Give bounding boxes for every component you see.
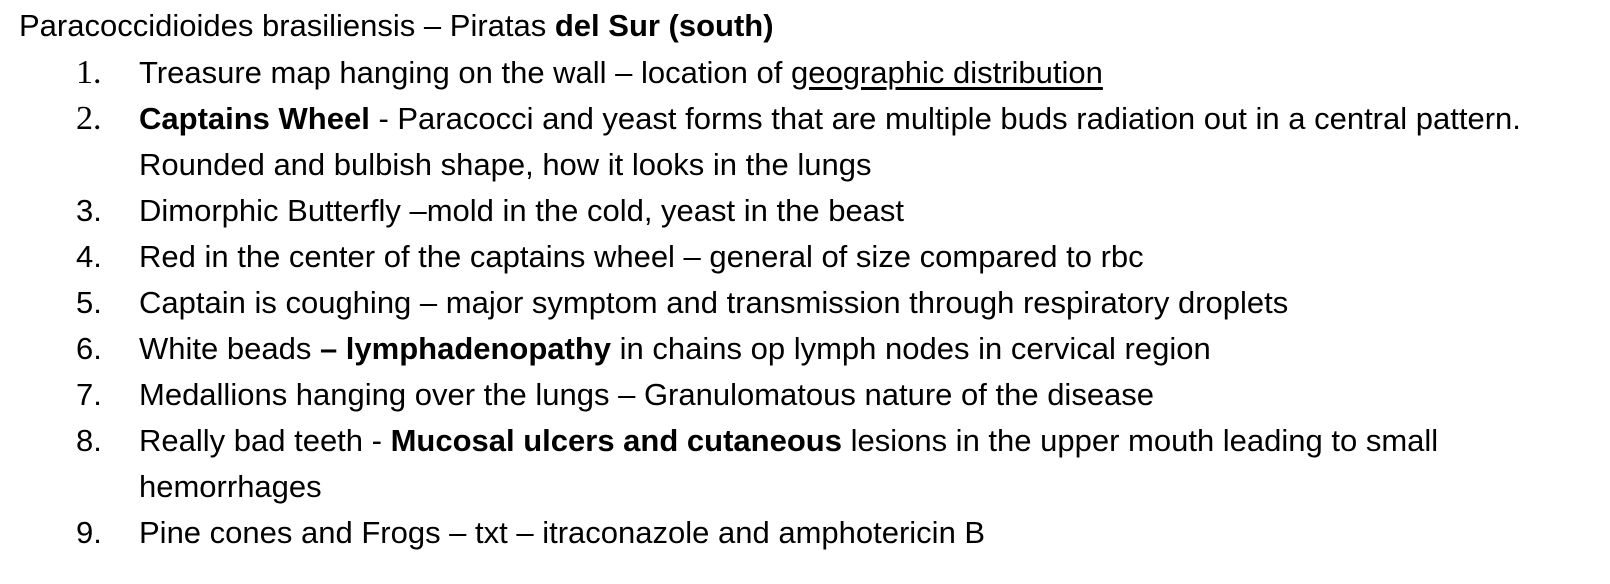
item-text-segment: Really bad teeth - <box>139 423 391 458</box>
list-item-text: Captains Wheel - Paracocci and yeast for… <box>139 96 1579 188</box>
list-item: 4. Red in the center of the captains whe… <box>0 234 1610 280</box>
list-item-number: 2. <box>76 100 102 137</box>
page-title: Paracoccidioides brasiliensis – Piratas … <box>19 4 774 48</box>
list-item-text: Medallions hanging over the lungs – Gran… <box>139 372 1579 418</box>
item-text-segment: Pine cones and Frogs – txt – itraconazol… <box>139 515 986 550</box>
list-item-text: Red in the center of the captains wheel … <box>139 234 1579 280</box>
list-item-number: 6. <box>76 331 102 366</box>
item-text-segment: in chains op lymph nodes in cervical reg… <box>611 331 1211 366</box>
item-text-segment: Treasure map hanging on the wall – locat… <box>139 55 791 90</box>
list-item: 9. Pine cones and Frogs – txt – itracona… <box>0 510 1610 556</box>
list-item: 3. Dimorphic Butterfly –mold in the cold… <box>0 188 1610 234</box>
list-item: 8. Really bad teeth - Mucosal ulcers and… <box>0 418 1610 510</box>
list-item-text: Really bad teeth - Mucosal ulcers and cu… <box>139 418 1579 510</box>
item-text-segment: Dimorphic Butterfly –mold in the cold, y… <box>139 193 905 228</box>
item-text-segment: White beads <box>139 331 320 366</box>
list-item-number: 4. <box>76 239 102 274</box>
list-item-text: Pine cones and Frogs – txt – itraconazol… <box>139 510 1579 556</box>
list-item-number: 7. <box>76 377 102 412</box>
list-item-number: 5. <box>76 285 102 320</box>
item-text-segment: Red in the center of the captains wheel … <box>139 239 1144 274</box>
title-text: Paracoccidioides brasiliensis – Piratas <box>19 8 555 43</box>
list-item: 6. White beads – lymphadenopathy in chai… <box>0 326 1610 372</box>
item-text-bold: Mucosal ulcers and cutaneous <box>390 423 842 458</box>
list-item: 7. Medallions hanging over the lungs – G… <box>0 372 1610 418</box>
item-text-segment: - Paracocci and yeast forms that are mul… <box>139 101 1521 182</box>
list-item-number: 9. <box>76 515 102 550</box>
list-item-text: Captain is coughing – major symptom and … <box>139 280 1579 326</box>
list-item: 5. Captain is coughing – major symptom a… <box>0 280 1610 326</box>
item-text-segment: lesions in the upper mouth leading to sm… <box>139 423 1439 504</box>
item-text-bold: Captains Wheel <box>139 101 370 136</box>
list-item-text: Dimorphic Butterfly –mold in the cold, y… <box>139 188 1579 234</box>
list-item-text: White beads – lymphadenopathy in chains … <box>139 326 1579 372</box>
title-bold-text: del Sur (south) <box>554 8 774 43</box>
item-text-underlined: geographic distribution <box>790 55 1103 90</box>
item-text-segment: Medallions hanging over the lungs – Gran… <box>139 377 1155 412</box>
item-text-segment: Captain is coughing – major symptom and … <box>139 285 1289 320</box>
item-text-bold: – lymphadenopathy <box>319 331 612 366</box>
list-item-number: 3. <box>76 193 102 228</box>
list-item-number: 1. <box>76 54 102 91</box>
list-item: 1. Treasure map hanging on the wall – lo… <box>0 50 1610 96</box>
mnemonic-list: 1. Treasure map hanging on the wall – lo… <box>0 50 1610 556</box>
list-item-text: Treasure map hanging on the wall – locat… <box>139 50 1579 96</box>
list-item: 2. Captains Wheel - Paracocci and yeast … <box>0 96 1610 188</box>
list-item-number: 8. <box>76 423 102 458</box>
